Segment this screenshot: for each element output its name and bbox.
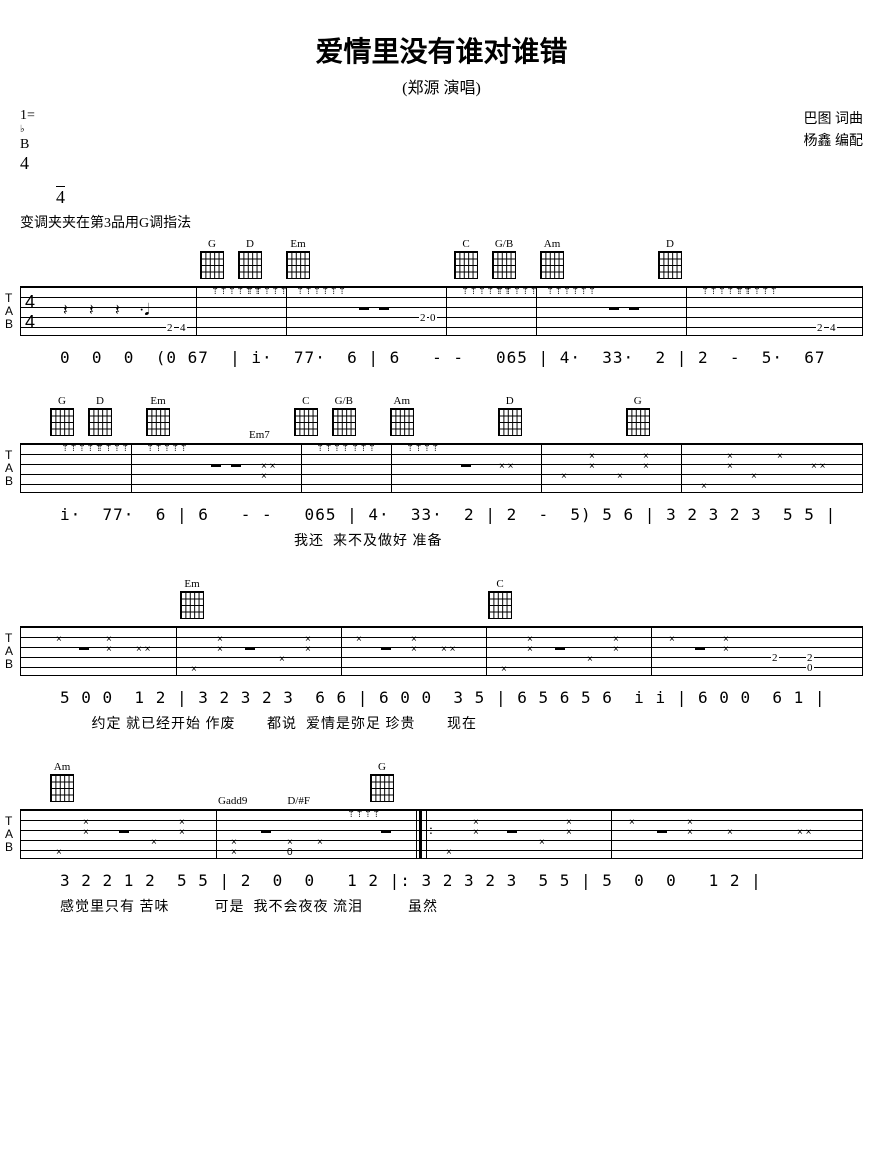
chord-C: C xyxy=(294,395,318,441)
header-info: 1=♭B 44 变调夹夹在第3品用G调指法 巴图 词曲 杨鑫 编配 xyxy=(20,108,863,234)
chord-G: G xyxy=(370,761,394,807)
chord-G: G xyxy=(200,238,224,284)
system-3: Em C TAB × × × × × × × × × × × × × × × ×… xyxy=(20,578,863,733)
chord-D: D xyxy=(88,395,112,441)
capo-label: 变调夹夹在第3品用G调指法 xyxy=(20,212,191,232)
chord-C: C xyxy=(454,238,478,284)
tab-note: 0 xyxy=(429,312,437,324)
credit-arranger: 杨鑫 编配 xyxy=(804,130,864,150)
notation-4: 3 2 2 1 2 5 5 | 2 0 0 1 2 |: 3 2 3 2 3 5… xyxy=(20,871,863,890)
tab-staff-1: TAB 44 𝄽 𝄽 𝄽 ·𝅘𝅥 2 4 2 0 2 4 ⇡⇡⇡⇡⇡⇡ ⇡⇡⇡⇡… xyxy=(20,286,863,336)
chord-Em: Em xyxy=(146,395,170,441)
notation-1: 0 0 0 (0 67 | i· 77· 6 | 6 - - 065 | 4· … xyxy=(20,348,863,367)
chord-G: G xyxy=(50,395,74,441)
chord-GB: G/B xyxy=(492,238,516,284)
system-4: Am Gadd9 D/#F G TAB × × × × × × × × × 0 … xyxy=(20,761,863,916)
tab-label: TAB xyxy=(5,632,13,671)
tab-note: 2 xyxy=(816,322,824,334)
repeat-start xyxy=(419,809,427,859)
chord-Am: Am xyxy=(390,395,414,441)
chord-GB: G/B xyxy=(332,395,356,441)
lyrics-3: 约定 就已经开始 作废 都说 爱情是弥足 珍贵 现在 xyxy=(20,713,863,733)
chord-Am: Am xyxy=(540,238,564,284)
tab-note: 4 xyxy=(179,322,187,334)
chord-row-1: G D Em C G/B Am D xyxy=(20,238,863,284)
chord-row-4: Am Gadd9 D/#F G xyxy=(20,761,863,807)
rest: 𝄽 xyxy=(63,302,68,320)
chord-label-DF: D/#F xyxy=(287,795,310,807)
lyrics-4: 感觉里只有 苦味 可是 我不会夜夜 流泪 虽然 xyxy=(20,896,863,916)
chord-Em: Em xyxy=(286,238,310,284)
rest: 𝄽 xyxy=(115,302,120,320)
rest: ·𝅘𝅥 xyxy=(139,302,149,320)
tab-staff-2: TAB ⇡⇡⇡⇡⇡ ⇡⇡⇡⇡ ⇡⇡⇡⇡⇡ × × × ⇡⇡⇡⇡ ⇡⇡⇡ ⇡⇡⇡⇡… xyxy=(20,443,863,493)
chord-D-2: D xyxy=(658,238,682,284)
chord-D: D xyxy=(238,238,262,284)
tab-label: TAB xyxy=(5,815,13,854)
song-subtitle: (郑源 演唱) xyxy=(20,74,863,98)
tab-label: TAB xyxy=(5,449,13,488)
lyrics-2: 我还 来不及做好 准备 xyxy=(20,530,863,550)
tab-note: 2 xyxy=(771,652,779,664)
system-2: G D Em Em7 C G/B Am D G TAB ⇡⇡⇡⇡⇡ ⇡⇡⇡⇡ ⇡… xyxy=(20,395,863,550)
chord-D: D xyxy=(498,395,522,441)
chord-G: G xyxy=(626,395,650,441)
chord-C: C xyxy=(488,578,512,624)
song-title: 爱情里没有谁对谁错 xyxy=(20,30,863,70)
tab-staff-4: TAB × × × × × × × × × 0 × ⇡⇡⇡⇡ : × × × ×… xyxy=(20,809,863,859)
key-label: 1=♭B 44 xyxy=(20,108,191,210)
chord-label-Gadd9: Gadd9 xyxy=(218,795,247,807)
chord-Em: Em xyxy=(180,578,204,624)
rest: 𝄽 xyxy=(89,302,94,320)
system-1: G D Em C G/B Am D TAB 44 𝄽 𝄽 𝄽 ·𝅘𝅥 2 4 2… xyxy=(20,238,863,367)
tab-note: 4 xyxy=(829,322,837,334)
credit-composer: 巴图 词曲 xyxy=(804,108,864,128)
tab-note: 2 xyxy=(419,312,427,324)
chord-Am: Am xyxy=(50,761,74,807)
time-sig: 44 xyxy=(25,292,35,332)
chord-label-Em7: Em7 xyxy=(249,429,270,441)
tab-note: 0 xyxy=(806,662,814,674)
notation-2: i· 77· 6 | 6 - - 065 | 4· 33· 2 | 2 - 5)… xyxy=(20,505,863,524)
chord-row-2: G D Em Em7 C G/B Am D G xyxy=(20,395,863,441)
tab-label: TAB xyxy=(5,292,13,331)
chord-row-3: Em C xyxy=(20,578,863,624)
tab-note: 2 xyxy=(166,322,174,334)
notation-3: 5 0 0 1 2 | 3 2 3 2 3 6 6 | 6 0 0 3 5 | … xyxy=(20,688,863,707)
tab-staff-3: TAB × × × × × × × × × × × × × × × × × × … xyxy=(20,626,863,676)
repeat-dots: : xyxy=(429,823,433,839)
